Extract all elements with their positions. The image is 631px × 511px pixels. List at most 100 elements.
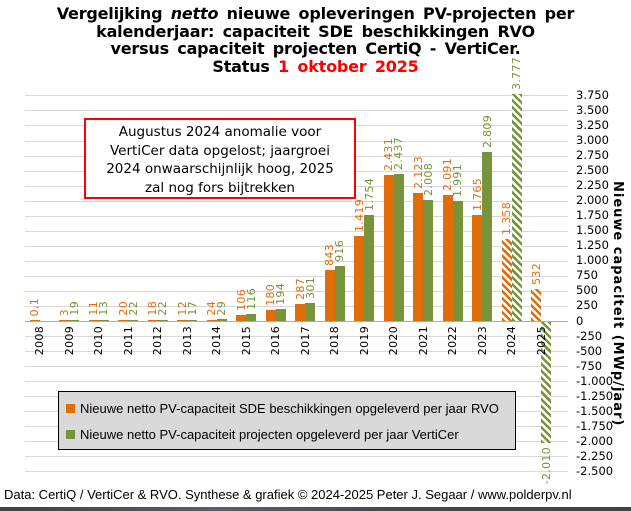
bar-value-label: 1.358 [500, 202, 514, 236]
y-tick-label: 1.500 [576, 223, 609, 238]
bar-rvo-2013 [177, 320, 188, 321]
annotation-line: zal nog fors bijtrekken [145, 179, 295, 196]
bar-rvo-2018 [324, 270, 335, 321]
credits-footer: Data: CertiQ / VertiCer & RVO. Synthese … [4, 487, 572, 502]
bottom-window-edge [0, 507, 631, 511]
x-tick-label-2010: 2010 [92, 326, 106, 356]
bar-verticer-2017 [305, 302, 316, 321]
y-tick-label: 1.250 [576, 238, 609, 253]
bar-rvo-2023 [472, 214, 483, 321]
bar-rvo-2025 [531, 288, 542, 321]
bar-value-label: 2.008 [421, 163, 435, 197]
bar-rvo-2020 [383, 174, 394, 321]
green-square-icon [66, 430, 75, 439]
x-tick-label-2021: 2021 [416, 326, 430, 356]
bar-rvo-2016 [265, 310, 276, 321]
bar-value-label: 2.437 [392, 137, 406, 171]
title-line-1: Vergelijking netto nieuwe opleveringen P… [56, 4, 575, 23]
legend-box: Nieuwe netto PV-capaciteit SDE beschikki… [58, 391, 516, 450]
y-tick-label: 3.750 [576, 87, 609, 102]
y-tick-label: -1.750 [576, 418, 614, 433]
y-axis-title: Nieuwe capaciteit (MWp/jaar) [610, 181, 625, 427]
bar-verticer-2019 [364, 215, 375, 321]
bar-value-label: 3.777 [510, 56, 524, 90]
gridline [25, 290, 568, 292]
legend-item-rvo: Nieuwe netto PV-capaciteit SDE beschikki… [66, 401, 499, 416]
bar-rvo-2021 [413, 193, 424, 321]
x-tick-label-2011: 2011 [121, 326, 135, 356]
bar-rvo-2022 [442, 195, 453, 321]
annotation-line: VertiCer data opgelost; jaargroei [110, 142, 330, 159]
bar-value-label: 1.991 [451, 164, 465, 198]
bar-verticer-2010 [98, 320, 109, 321]
bar-rvo-2024 [501, 239, 512, 321]
y-tick-label: -1.500 [576, 403, 614, 418]
x-tick-label-2018: 2018 [328, 326, 342, 356]
gridline [25, 336, 568, 338]
bar-rvo-2017 [295, 303, 306, 321]
y-tick-label: 2.500 [576, 163, 609, 178]
y-tick-label: 3.000 [576, 133, 609, 148]
y-tick-label: 250 [576, 298, 598, 313]
bar-verticer-2011 [128, 319, 139, 321]
bar-value-label: 532 [529, 263, 543, 285]
y-tick-label: -500 [576, 343, 603, 358]
legend-label: Nieuwe netto PV-capaciteit SDE beschikki… [80, 401, 499, 416]
bar-value-label: 116 [244, 288, 258, 311]
title-line-4: Status 1 oktober 2025 [212, 56, 419, 76]
gridline [25, 366, 568, 368]
bar-value-label: 0,1 [28, 297, 42, 316]
y-tick-label: -2.000 [576, 433, 614, 448]
bar-verticer-2021 [423, 200, 434, 321]
bar-verticer-2023 [482, 152, 493, 321]
title-line-3: versus capaciteit projecten CertiQ - Ver… [110, 39, 521, 58]
gridline [25, 260, 568, 262]
bar-verticer-2012 [157, 319, 168, 321]
bar-value-label: -2.010 [539, 446, 553, 485]
bar-value-label: 916 [333, 240, 347, 262]
gridline [25, 275, 568, 277]
bar-value-label: 22 [126, 301, 140, 316]
x-tick-label-2024: 2024 [505, 326, 519, 356]
bar-rvo-2009 [59, 320, 70, 321]
y-tick-label: 500 [576, 283, 598, 298]
y-tick-label: 2.750 [576, 148, 609, 163]
status-date: 1 oktober 2025 [278, 56, 419, 76]
y-tick-label: -1.000 [576, 373, 614, 388]
bar-verticer-2009 [69, 319, 80, 321]
bar-value-label: 29 [215, 300, 229, 316]
x-tick-label-2017: 2017 [298, 326, 312, 356]
annotation-line: 2024 onwaarschijnlijk hoog, 2025 [106, 161, 334, 177]
legend-label: Nieuwe netto PV-capaciteit projecten opg… [80, 427, 459, 442]
x-tick-label-2020: 2020 [387, 326, 401, 356]
gridline [25, 215, 568, 217]
y-tick-label: 0 [576, 313, 584, 328]
gridline [25, 456, 568, 458]
bar-verticer-2022 [452, 201, 463, 321]
bar-rvo-2011 [118, 319, 129, 321]
bar-value-label: 2.809 [480, 115, 494, 149]
bar-value-label: 17 [185, 301, 199, 316]
gridline [25, 471, 568, 473]
bar-rvo-2019 [354, 235, 365, 321]
x-tick-label-2014: 2014 [210, 326, 224, 356]
gridline [25, 351, 568, 353]
title-line-2: kalenderjaar: capaciteit SDE beschikking… [96, 21, 535, 41]
bar-value-label: 194 [274, 283, 288, 306]
legend-item-verticer: Nieuwe netto PV-capaciteit projecten opg… [66, 427, 459, 442]
bar-value-label: 1.754 [362, 178, 376, 212]
y-tick-label: -2.500 [576, 463, 614, 478]
gridline [25, 110, 568, 112]
bar-verticer-2013 [187, 319, 198, 321]
y-tick-label: 1.750 [576, 208, 609, 223]
x-tick-label-2023: 2023 [475, 326, 489, 356]
x-tick-label-2015: 2015 [239, 326, 253, 356]
y-tick-label: 3.250 [576, 117, 609, 132]
bar-verticer-2015 [246, 314, 257, 321]
x-tick-label-2016: 2016 [269, 326, 283, 356]
gridline [25, 200, 568, 202]
y-tick-label: 750 [576, 268, 598, 283]
gridline [25, 245, 568, 247]
bar-value-label: 13 [97, 301, 111, 316]
y-tick-label: -750 [576, 358, 603, 373]
